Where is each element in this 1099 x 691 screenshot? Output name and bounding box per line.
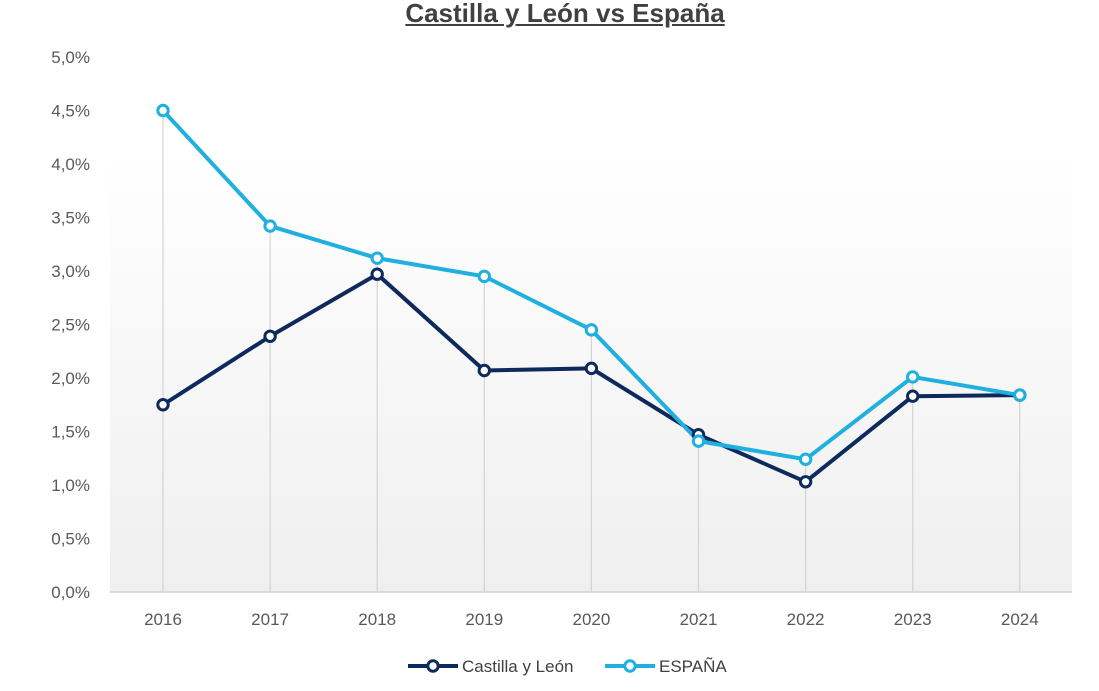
y-tick-label: 2,0% [51,369,90,388]
y-axis-ticks: 0,0% 0,5% 1,0% 1,5% 2,0% 2,5% 3,0% 3,5% 4,0% 4,5%… [51,48,90,602]
series-point-0 [263,329,277,343]
series-point-1 [263,219,277,233]
legend: Castilla y León ESPAÑA [408,657,727,676]
x-tick-label: 2022 [787,610,825,629]
legend-label: Castilla y León [462,657,574,676]
legend-label: ESPAÑA [659,657,727,676]
legend-swatch-marker [623,659,637,673]
legend-swatch-marker [426,659,440,673]
series-point-1 [1013,388,1027,402]
x-axis-ticks: 2016 2017 2018 2019 2020 2021 2022 2023 2024 [144,610,1039,629]
series-point-1 [584,323,599,337]
chart-title: Castilla y León vs España [405,0,725,28]
y-tick-label: 0,5% [51,530,90,549]
series-point-0 [906,389,920,403]
series-point-0 [156,398,170,412]
series-point-1 [477,269,491,284]
y-tick-label: 4,0% [51,155,90,174]
series-layer [156,103,1027,489]
x-tick-label: 2017 [251,610,289,629]
y-tick-label: 4,5% [51,102,90,121]
x-tick-label: 2023 [894,610,932,629]
series-point-1 [370,251,384,265]
series-point-0 [477,363,491,378]
y-tick-label: 2,5% [51,316,90,335]
x-tick-label: 2024 [1001,610,1039,629]
series-point-1 [906,370,920,384]
y-tick-label: 0,0% [51,583,90,602]
y-tick-label: 3,0% [51,262,90,281]
series-point-1 [691,434,706,448]
series-point-0 [798,475,813,489]
series-point-0 [370,267,384,281]
series-point-1 [798,452,813,467]
x-tick-label: 2018 [358,610,396,629]
series-point-1 [156,103,170,118]
y-tick-label: 1,5% [51,423,90,442]
y-tick-label: 1,0% [51,476,90,495]
series-point-0 [584,361,599,376]
x-tick-label: 2019 [465,610,503,629]
y-tick-label: 3,5% [51,209,90,228]
y-tick-label: 5,0% [51,48,90,67]
x-tick-label: 2016 [144,610,182,629]
x-tick-label: 2021 [680,610,718,629]
x-tick-label: 2020 [572,610,610,629]
